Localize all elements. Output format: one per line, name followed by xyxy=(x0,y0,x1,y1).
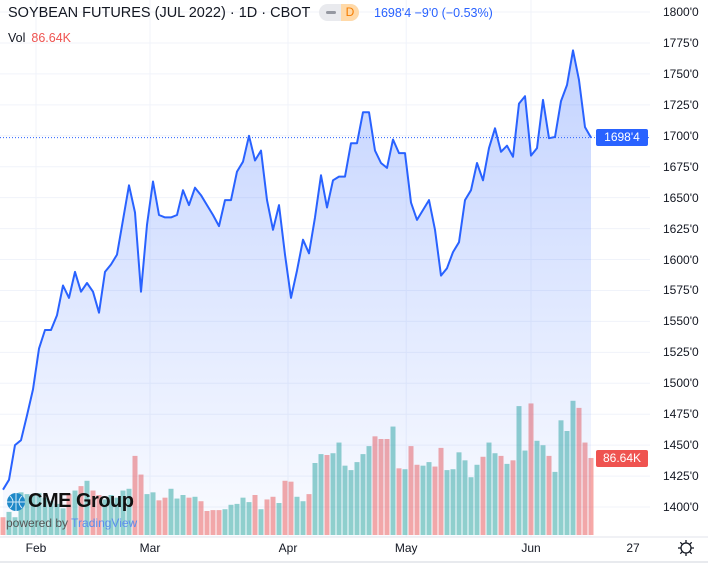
cme-group-text: CME Group xyxy=(28,490,134,512)
tradingview-label: TradingView xyxy=(71,516,138,530)
price-tick-label: 1775'0 xyxy=(663,35,699,50)
price-tick-label: 1525'0 xyxy=(663,345,699,360)
volume-value: 86.64K xyxy=(31,31,72,45)
time-tick-label: Jun xyxy=(521,541,541,555)
time-tick-label: 27 xyxy=(626,541,640,555)
volume-label: Vol xyxy=(8,31,26,45)
price-quote: 1698'4 −9'0 (−0.53%) xyxy=(374,6,493,20)
price-tick-label: 1700'0 xyxy=(663,128,699,143)
last-price-tag: 1698'4 xyxy=(596,129,648,147)
time-tick-label: Feb xyxy=(25,541,47,555)
chart-title: SOYBEAN FUTURES (JUL 2022) · 1D · CBOT xyxy=(8,5,311,21)
time-tick-label: May xyxy=(394,541,418,555)
globe-icon xyxy=(7,493,25,511)
price-tick-label: 1575'0 xyxy=(663,283,699,298)
price-tick-label: 1800'0 xyxy=(663,5,699,19)
delayed-badge: D xyxy=(341,4,359,21)
price-tick-label: 1450'0 xyxy=(663,438,699,453)
price-tick-label: 1500'0 xyxy=(663,376,699,391)
price-tick-label: 1675'0 xyxy=(663,159,699,174)
price-tick-label: 1400'0 xyxy=(663,500,699,514)
price-tick-label: 1650'0 xyxy=(663,190,699,205)
time-tick-label: Apr xyxy=(278,541,298,555)
last-volume-tag: 86.64K xyxy=(596,449,648,467)
volume-legend: Vol 86.64K xyxy=(8,31,71,45)
price-tick-label: 1475'0 xyxy=(663,407,699,422)
price-tick-label: 1600'0 xyxy=(663,252,699,267)
settings-gear-icon[interactable] xyxy=(677,539,695,557)
minus-icon xyxy=(326,11,336,14)
powered-by-tradingview: powered by TradingView xyxy=(6,516,137,530)
price-line xyxy=(2,49,592,491)
price-tick-label: 1550'0 xyxy=(663,314,699,329)
price-area-fill xyxy=(3,50,591,538)
powered-by-label: powered by xyxy=(6,516,69,530)
price-tick-label: 1425'0 xyxy=(663,469,699,484)
price-tick-label: 1750'0 xyxy=(663,66,699,81)
time-tick-label: Mar xyxy=(139,541,161,555)
price-tick-label: 1625'0 xyxy=(663,221,699,236)
market-status-badge[interactable]: D xyxy=(319,4,359,21)
price-tick-label: 1725'0 xyxy=(663,97,699,112)
